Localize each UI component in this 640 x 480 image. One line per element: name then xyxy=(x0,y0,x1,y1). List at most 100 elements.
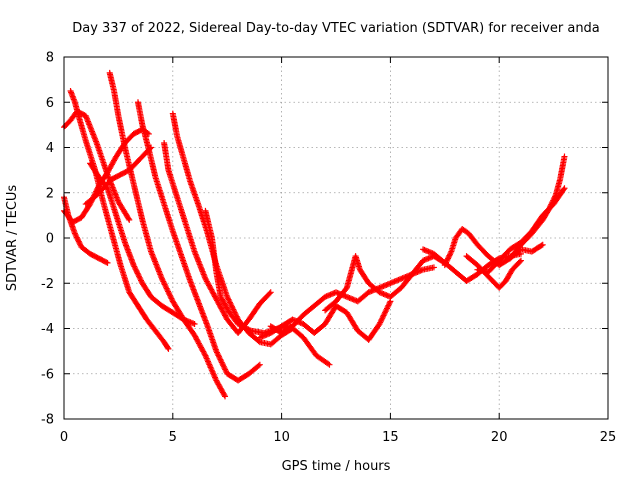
data-point xyxy=(75,238,82,245)
data-point xyxy=(73,234,80,241)
data-point xyxy=(137,276,144,283)
y-tick-label: 2 xyxy=(46,186,54,201)
data-point xyxy=(201,351,208,358)
data-point xyxy=(144,130,151,137)
data-point xyxy=(75,237,82,244)
data-point xyxy=(546,204,553,211)
data-point xyxy=(76,239,83,246)
y-tick-label: 0 xyxy=(46,232,54,247)
data-point xyxy=(191,320,198,327)
data-point xyxy=(441,262,448,269)
data-point xyxy=(236,321,243,328)
data-point xyxy=(74,235,81,242)
data-point xyxy=(104,259,111,266)
x-tick-label: 15 xyxy=(382,430,399,445)
data-point xyxy=(443,259,450,266)
series-arc-4 xyxy=(134,99,263,384)
data-point xyxy=(237,322,244,329)
data-point xyxy=(326,361,333,368)
data-point xyxy=(342,286,349,293)
data-point xyxy=(164,344,171,351)
series-arc-19 xyxy=(507,153,568,262)
y-axis-label: SDTVAR / TECUs xyxy=(5,185,20,292)
data-point xyxy=(146,145,153,152)
data-point xyxy=(446,252,453,259)
data-point xyxy=(550,197,557,204)
data-point xyxy=(132,266,139,273)
series-arc-1 xyxy=(61,108,133,223)
data-point xyxy=(447,249,454,256)
data-point xyxy=(551,194,558,201)
data-point xyxy=(135,273,142,280)
data-point xyxy=(266,290,273,297)
chart-title: Day 337 of 2022, Sidereal Day-to-day VTE… xyxy=(72,21,600,36)
data-point xyxy=(245,326,252,333)
y-tick-label: -2 xyxy=(41,277,54,292)
data-point xyxy=(77,241,84,248)
data-point xyxy=(445,254,452,261)
data-series xyxy=(61,69,568,400)
data-point xyxy=(221,392,228,399)
series-arc-3 xyxy=(106,69,229,400)
data-point xyxy=(242,325,249,332)
data-point xyxy=(126,216,133,223)
series-arc-11 xyxy=(87,160,198,327)
series-arc-17 xyxy=(463,253,524,291)
data-point xyxy=(165,345,172,352)
series-arc-10 xyxy=(82,144,155,208)
data-point xyxy=(550,196,557,203)
data-point xyxy=(443,258,450,265)
data-point xyxy=(131,263,138,270)
data-point xyxy=(517,257,524,264)
data-point xyxy=(136,274,143,281)
y-tick-label: -4 xyxy=(41,322,54,337)
data-point xyxy=(244,325,251,332)
data-point xyxy=(560,186,567,193)
data-point xyxy=(130,262,137,269)
series-arc-13 xyxy=(256,298,394,343)
y-tick-label: 8 xyxy=(46,51,54,66)
data-point xyxy=(73,233,80,240)
data-point xyxy=(255,362,262,369)
data-point xyxy=(222,393,229,400)
x-tick-label: 0 xyxy=(60,430,68,445)
data-point xyxy=(516,258,523,265)
data-point xyxy=(137,277,144,284)
data-point xyxy=(133,267,140,274)
data-point xyxy=(445,255,452,262)
data-point xyxy=(325,360,332,367)
data-point xyxy=(135,271,142,278)
data-point xyxy=(548,200,555,207)
x-tick-label: 20 xyxy=(491,430,508,445)
data-point xyxy=(103,259,110,266)
data-point xyxy=(256,361,263,368)
data-point xyxy=(238,323,245,330)
axis-ticks: 0 5 10 15 20 25 -8 -6 -4 -2 0 2 4 6 8 xyxy=(41,51,616,446)
series-arc-5 xyxy=(161,139,274,337)
data-point xyxy=(125,215,132,222)
data-point xyxy=(71,230,78,237)
series-arc-8 xyxy=(61,194,111,266)
data-point xyxy=(444,256,451,263)
data-point xyxy=(442,260,449,267)
y-tick-label: -6 xyxy=(41,367,54,382)
data-point xyxy=(547,202,554,209)
data-point xyxy=(267,289,274,296)
y-tick-label: -8 xyxy=(41,413,54,428)
data-point xyxy=(145,130,152,137)
x-axis-label: GPS time / hours xyxy=(282,459,391,474)
data-point xyxy=(134,270,141,277)
data-point xyxy=(148,144,155,151)
data-point xyxy=(549,198,556,205)
data-point xyxy=(447,251,454,258)
data-point xyxy=(546,205,553,212)
series-arc-14 xyxy=(322,253,448,314)
data-point xyxy=(131,264,138,271)
x-tick-label: 5 xyxy=(169,430,177,445)
data-point xyxy=(539,241,546,248)
x-tick-label: 10 xyxy=(273,430,290,445)
data-point xyxy=(552,193,559,200)
data-point xyxy=(255,338,262,345)
data-point xyxy=(561,153,568,160)
